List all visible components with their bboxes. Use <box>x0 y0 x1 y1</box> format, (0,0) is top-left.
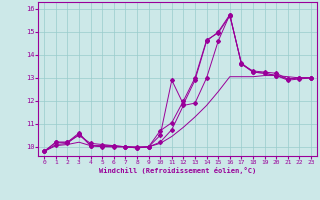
X-axis label: Windchill (Refroidissement éolien,°C): Windchill (Refroidissement éolien,°C) <box>99 167 256 174</box>
